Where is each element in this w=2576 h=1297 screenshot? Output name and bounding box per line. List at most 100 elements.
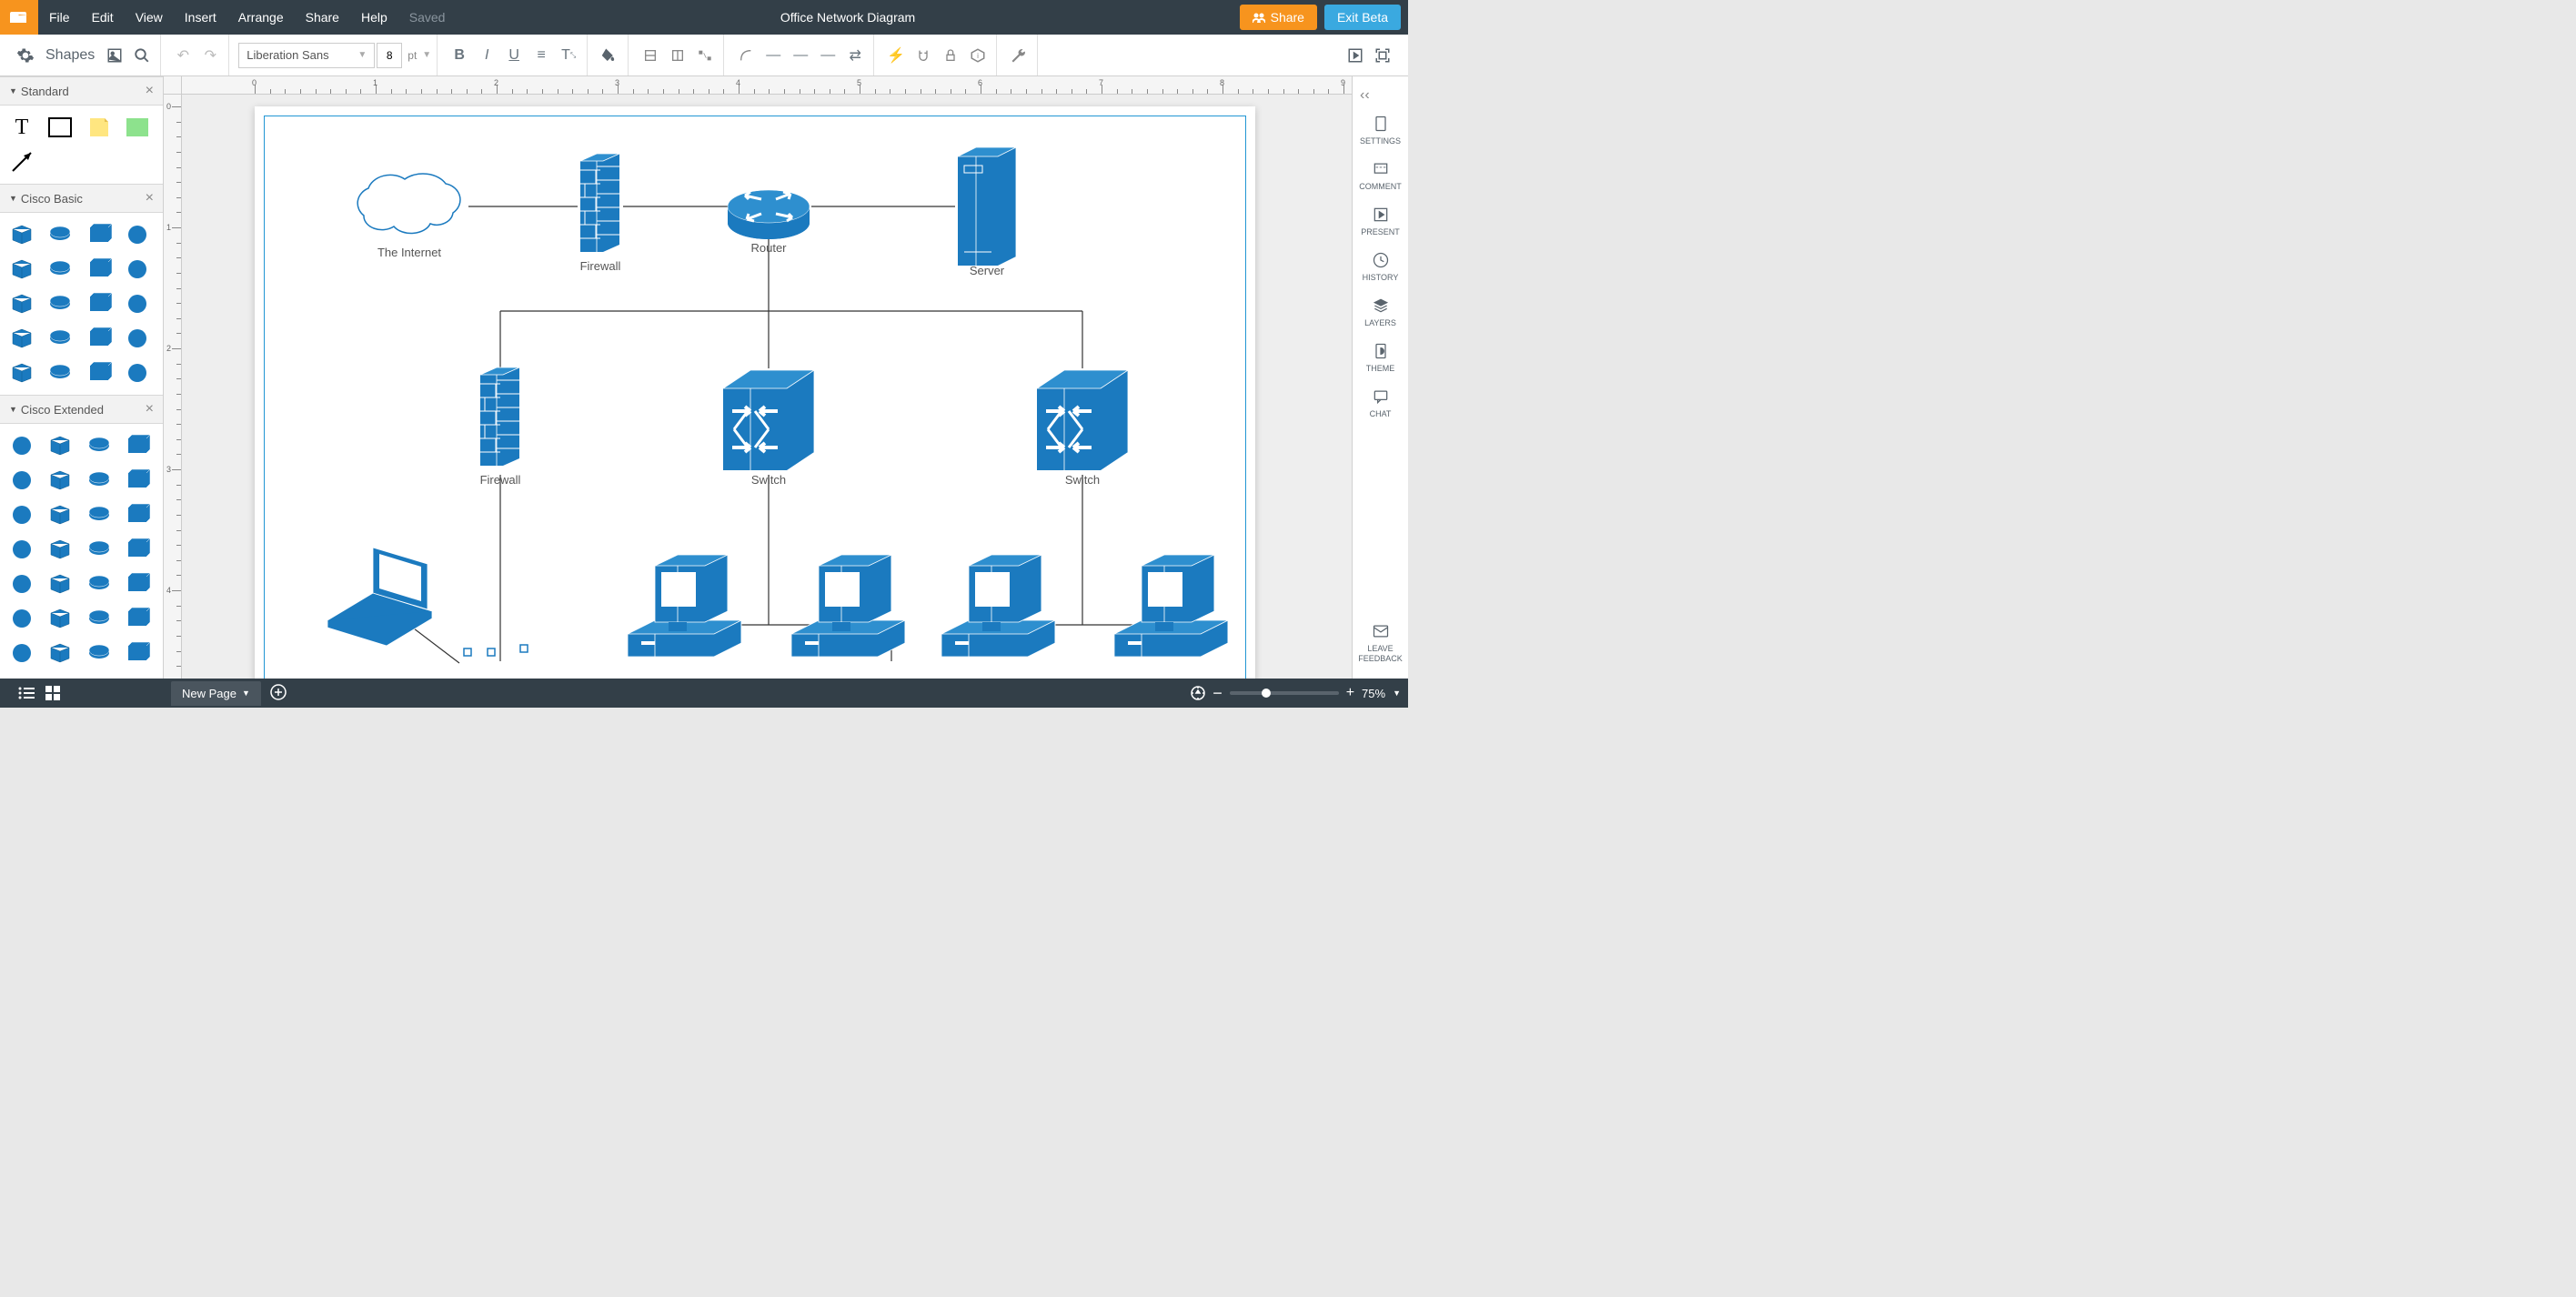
- arrow-end-button[interactable]: —: [815, 43, 840, 68]
- cisco-shape[interactable]: [7, 324, 36, 353]
- halign-button[interactable]: [665, 43, 690, 68]
- cisco-shape[interactable]: [45, 255, 75, 284]
- menu-edit[interactable]: Edit: [81, 10, 125, 25]
- shapes-gear-icon[interactable]: [13, 43, 38, 68]
- exit-beta-button[interactable]: Exit Beta: [1324, 5, 1401, 30]
- node-pc1[interactable]: [628, 555, 741, 657]
- node-internet[interactable]: The Internet: [357, 174, 460, 259]
- cisco-shape[interactable]: [45, 535, 75, 564]
- fill-button[interactable]: [597, 43, 622, 68]
- cisco-shape[interactable]: [123, 289, 152, 318]
- zoom-out-button[interactable]: −: [1213, 684, 1223, 703]
- search-icon[interactable]: [129, 43, 155, 68]
- cisco-shape[interactable]: [45, 324, 75, 353]
- cisco-shape[interactable]: [45, 500, 75, 529]
- cisco-shape[interactable]: [45, 569, 75, 598]
- cisco-shape[interactable]: [45, 358, 75, 387]
- target-icon[interactable]: [1191, 686, 1205, 700]
- list-view-icon[interactable]: [18, 687, 35, 699]
- shape-block[interactable]: [123, 113, 152, 142]
- tab-present[interactable]: PRESENT: [1359, 198, 1402, 244]
- cisco-shape[interactable]: [123, 431, 152, 460]
- menu-share[interactable]: Share: [295, 10, 350, 25]
- distribute-button[interactable]: [692, 43, 718, 68]
- cisco-shape[interactable]: [7, 255, 36, 284]
- canvas-viewport[interactable]: The InternetFirewallRouterServerFirewall…: [182, 95, 1352, 679]
- swap-button[interactable]: ⇄: [842, 43, 868, 68]
- menu-file[interactable]: File: [38, 10, 81, 25]
- node-server[interactable]: Server: [958, 147, 1016, 277]
- node-pc3[interactable]: [941, 555, 1055, 657]
- play-button[interactable]: [1343, 43, 1368, 68]
- selection-handle[interactable]: [488, 648, 495, 656]
- cisco-shape[interactable]: [7, 220, 36, 249]
- node-router[interactable]: Router: [728, 190, 810, 255]
- italic-button[interactable]: I: [474, 43, 499, 68]
- cisco-shape[interactable]: [85, 289, 114, 318]
- page-tab[interactable]: New Page▼: [171, 681, 261, 706]
- feedback-button[interactable]: LEAVE FEEDBACK: [1353, 615, 1408, 671]
- shape-line[interactable]: [7, 147, 36, 176]
- cisco-shape[interactable]: [7, 289, 36, 318]
- cisco-shape[interactable]: [85, 569, 114, 598]
- cisco-shape[interactable]: [123, 535, 152, 564]
- line-style-button[interactable]: —: [760, 43, 786, 68]
- cisco-shape[interactable]: [7, 431, 36, 460]
- close-icon[interactable]: ×: [146, 190, 154, 206]
- cisco-shape[interactable]: [45, 466, 75, 495]
- cisco-shape[interactable]: [45, 220, 75, 249]
- close-icon[interactable]: ×: [146, 401, 154, 417]
- group-cisco-basic[interactable]: ▼Cisco Basic×: [0, 184, 163, 213]
- undo-button[interactable]: ↶: [170, 43, 196, 68]
- add-page-button[interactable]: [270, 684, 287, 703]
- align-button[interactable]: ≡: [528, 43, 554, 68]
- redo-button[interactable]: ↷: [197, 43, 223, 68]
- cisco-shape[interactable]: [45, 431, 75, 460]
- cisco-shape[interactable]: [85, 535, 114, 564]
- app-logo[interactable]: [0, 0, 38, 35]
- text-button[interactable]: T⤡: [556, 43, 581, 68]
- cisco-shape[interactable]: [123, 358, 152, 387]
- tab-layers[interactable]: LAYERS: [1359, 289, 1402, 335]
- share-button[interactable]: Share: [1240, 5, 1317, 30]
- node-switch2[interactable]: Switch: [1037, 370, 1128, 487]
- wrench-button[interactable]: [1006, 43, 1031, 68]
- group-cisco-extended[interactable]: ▼Cisco Extended×: [0, 395, 163, 424]
- zoom-slider[interactable]: [1230, 691, 1339, 695]
- diagram-page[interactable]: The InternetFirewallRouterServerFirewall…: [255, 106, 1255, 679]
- cisco-shape[interactable]: [7, 535, 36, 564]
- tab-settings[interactable]: SETTINGS: [1359, 107, 1402, 153]
- zoom-level[interactable]: 75%: [1362, 687, 1385, 700]
- cisco-shape[interactable]: [7, 358, 36, 387]
- selection-handle[interactable]: [520, 645, 528, 652]
- font-select[interactable]: Liberation Sans▼: [238, 43, 375, 68]
- cisco-shape[interactable]: [7, 466, 36, 495]
- tab-chat[interactable]: CHAT: [1359, 380, 1402, 426]
- node-pc2[interactable]: [791, 555, 905, 657]
- cisco-shape[interactable]: [85, 466, 114, 495]
- shape-text[interactable]: T: [7, 113, 36, 142]
- action-button[interactable]: ⚡: [883, 43, 909, 68]
- cisco-shape[interactable]: [85, 638, 114, 668]
- cisco-shape[interactable]: [85, 500, 114, 529]
- cisco-shape[interactable]: [85, 220, 114, 249]
- cisco-shape[interactable]: [85, 255, 114, 284]
- info-button[interactable]: i: [965, 43, 991, 68]
- close-icon[interactable]: ×: [146, 83, 154, 99]
- valign-button[interactable]: [638, 43, 663, 68]
- node-firewall1[interactable]: Firewall: [580, 154, 621, 273]
- selection-handle[interactable]: [464, 648, 471, 656]
- menu-view[interactable]: View: [125, 10, 174, 25]
- shape-rect[interactable]: [45, 113, 75, 142]
- tab-theme[interactable]: THEME: [1359, 335, 1402, 380]
- grid-view-icon[interactable]: [45, 686, 60, 700]
- zoom-in-button[interactable]: +: [1346, 685, 1354, 701]
- tab-comment[interactable]: COMMENT: [1359, 153, 1402, 198]
- font-size-input[interactable]: [377, 43, 402, 68]
- cisco-shape[interactable]: [85, 604, 114, 633]
- cisco-shape[interactable]: [123, 466, 152, 495]
- cisco-shape[interactable]: [85, 358, 114, 387]
- cisco-shape[interactable]: [7, 638, 36, 668]
- cisco-shape[interactable]: [123, 255, 152, 284]
- cisco-shape[interactable]: [45, 638, 75, 668]
